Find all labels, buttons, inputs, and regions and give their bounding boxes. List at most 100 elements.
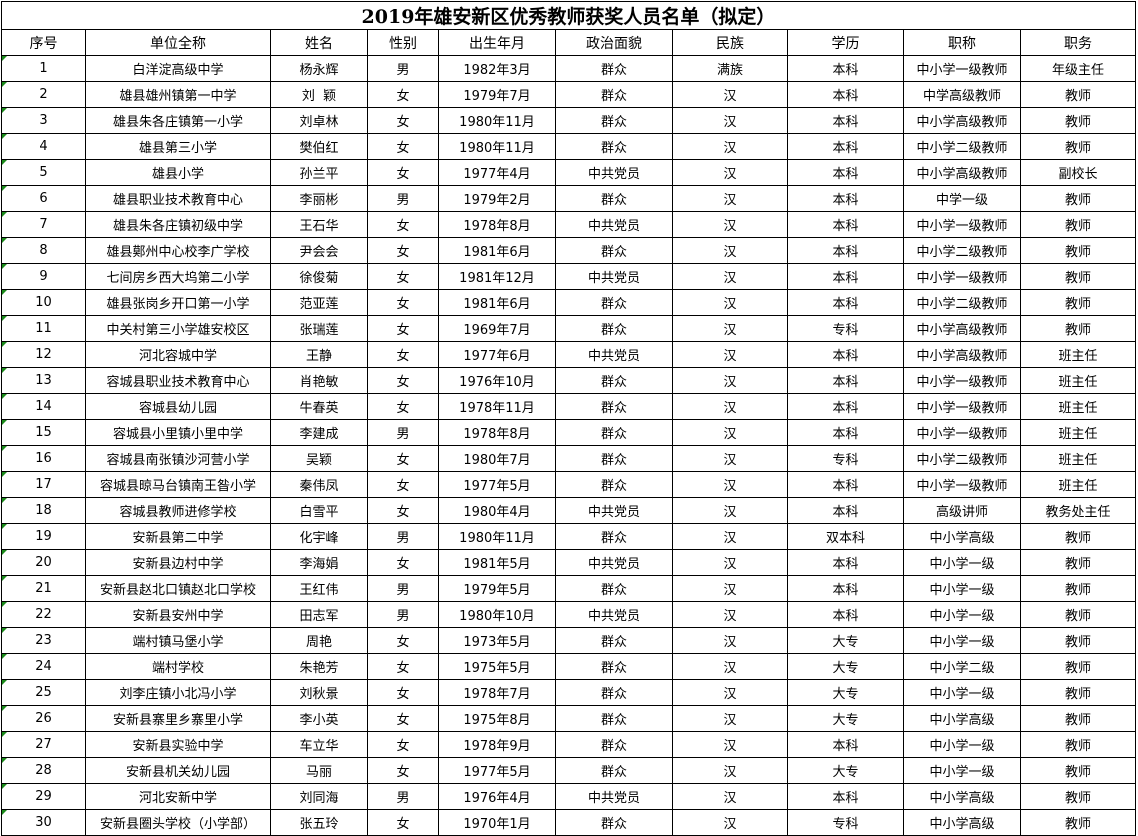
cell-ethnicity[interactable]: 汉 <box>672 81 788 108</box>
cell-gender[interactable]: 女 <box>367 445 439 472</box>
cell-seq[interactable]: 19 <box>1 523 86 550</box>
cell-political[interactable]: 群众 <box>555 55 673 82</box>
cell-name[interactable]: 王石华 <box>270 211 368 238</box>
cell-birth[interactable]: 1978年8月 <box>438 419 556 446</box>
cell-education[interactable]: 本科 <box>787 159 904 186</box>
cell-birth[interactable]: 1977年5月 <box>438 757 556 784</box>
cell-name[interactable]: 王红伟 <box>270 575 368 602</box>
cell-birth[interactable]: 1980年4月 <box>438 497 556 524</box>
cell-position[interactable]: 年级主任 <box>1020 55 1136 82</box>
cell-political[interactable]: 群众 <box>555 575 673 602</box>
cell-title[interactable]: 中小学一级教师 <box>903 263 1021 290</box>
cell-name[interactable]: 吴颖 <box>270 445 368 472</box>
cell-ethnicity[interactable]: 汉 <box>672 731 788 758</box>
cell-gender[interactable]: 女 <box>367 237 439 264</box>
cell-seq[interactable]: 23 <box>1 627 86 654</box>
cell-name[interactable]: 李小英 <box>270 705 368 732</box>
cell-position[interactable]: 教师 <box>1020 315 1136 342</box>
cell-unit[interactable]: 容城县教师进修学校 <box>85 497 271 524</box>
cell-title[interactable]: 中小学一级 <box>903 757 1021 784</box>
cell-seq[interactable]: 3 <box>1 107 86 134</box>
cell-seq[interactable]: 25 <box>1 679 86 706</box>
cell-title[interactable]: 中小学一级教师 <box>903 55 1021 82</box>
cell-unit[interactable]: 雄县鄚州中心校李广学校 <box>85 237 271 264</box>
cell-education[interactable]: 本科 <box>787 107 904 134</box>
cell-title[interactable]: 中小学高级 <box>903 809 1021 836</box>
cell-title[interactable]: 中小学二级教师 <box>903 237 1021 264</box>
cell-title[interactable]: 中小学一级教师 <box>903 471 1021 498</box>
cell-political[interactable]: 群众 <box>555 133 673 160</box>
cell-position[interactable]: 教师 <box>1020 185 1136 212</box>
cell-title[interactable]: 中学高级教师 <box>903 81 1021 108</box>
cell-ethnicity[interactable]: 满族 <box>672 55 788 82</box>
cell-birth[interactable]: 1978年7月 <box>438 679 556 706</box>
cell-gender[interactable]: 女 <box>367 289 439 316</box>
cell-ethnicity[interactable]: 汉 <box>672 523 788 550</box>
cell-ethnicity[interactable]: 汉 <box>672 107 788 134</box>
cell-education[interactable]: 本科 <box>787 419 904 446</box>
cell-education[interactable]: 本科 <box>787 341 904 368</box>
cell-seq[interactable]: 30 <box>1 809 86 836</box>
cell-unit[interactable]: 端村镇马堡小学 <box>85 627 271 654</box>
cell-title[interactable]: 中小学一级教师 <box>903 367 1021 394</box>
cell-political[interactable]: 群众 <box>555 393 673 420</box>
cell-ethnicity[interactable]: 汉 <box>672 575 788 602</box>
cell-position[interactable]: 教师 <box>1020 653 1136 680</box>
cell-position[interactable]: 班主任 <box>1020 393 1136 420</box>
cell-birth[interactable]: 1969年7月 <box>438 315 556 342</box>
cell-gender[interactable]: 女 <box>367 341 439 368</box>
cell-name[interactable]: 李建成 <box>270 419 368 446</box>
cell-education[interactable]: 本科 <box>787 471 904 498</box>
cell-political[interactable]: 群众 <box>555 653 673 680</box>
cell-ethnicity[interactable]: 汉 <box>672 757 788 784</box>
cell-education[interactable]: 大专 <box>787 627 904 654</box>
cell-name[interactable]: 秦伟凤 <box>270 471 368 498</box>
cell-gender[interactable]: 女 <box>367 367 439 394</box>
cell-name[interactable]: 朱艳芳 <box>270 653 368 680</box>
header-education[interactable]: 学历 <box>787 29 904 56</box>
cell-birth[interactable]: 1980年11月 <box>438 523 556 550</box>
cell-position[interactable]: 教师 <box>1020 523 1136 550</box>
cell-unit[interactable]: 安新县圈头学校（小学部） <box>85 809 271 836</box>
cell-seq[interactable]: 1 <box>1 55 86 82</box>
cell-seq[interactable]: 9 <box>1 263 86 290</box>
cell-seq[interactable]: 18 <box>1 497 86 524</box>
cell-education[interactable]: 本科 <box>787 783 904 810</box>
cell-ethnicity[interactable]: 汉 <box>672 471 788 498</box>
cell-name[interactable]: 白雪平 <box>270 497 368 524</box>
cell-ethnicity[interactable]: 汉 <box>672 263 788 290</box>
cell-political[interactable]: 群众 <box>555 809 673 836</box>
cell-ethnicity[interactable]: 汉 <box>672 627 788 654</box>
cell-unit[interactable]: 容城县职业技术教育中心 <box>85 367 271 394</box>
cell-name[interactable]: 李海娟 <box>270 549 368 576</box>
cell-seq[interactable]: 10 <box>1 289 86 316</box>
cell-birth[interactable]: 1975年5月 <box>438 653 556 680</box>
cell-seq[interactable]: 26 <box>1 705 86 732</box>
cell-unit[interactable]: 容城县幼儿园 <box>85 393 271 420</box>
cell-seq[interactable]: 20 <box>1 549 86 576</box>
cell-name[interactable]: 田志军 <box>270 601 368 628</box>
cell-title[interactable]: 中小学高级 <box>903 523 1021 550</box>
cell-birth[interactable]: 1980年11月 <box>438 133 556 160</box>
cell-birth[interactable]: 1979年5月 <box>438 575 556 602</box>
cell-position[interactable]: 教师 <box>1020 627 1136 654</box>
cell-unit[interactable]: 安新县安州中学 <box>85 601 271 628</box>
cell-position[interactable]: 教师 <box>1020 133 1136 160</box>
cell-title[interactable]: 中小学一级 <box>903 549 1021 576</box>
cell-name[interactable]: 牛春英 <box>270 393 368 420</box>
header-ethnicity[interactable]: 民族 <box>672 29 788 56</box>
header-birth[interactable]: 出生年月 <box>438 29 556 56</box>
cell-education[interactable]: 专科 <box>787 809 904 836</box>
cell-gender[interactable]: 女 <box>367 757 439 784</box>
cell-birth[interactable]: 1976年4月 <box>438 783 556 810</box>
cell-birth[interactable]: 1979年2月 <box>438 185 556 212</box>
cell-position[interactable]: 教师 <box>1020 107 1136 134</box>
cell-seq[interactable]: 14 <box>1 393 86 420</box>
cell-title[interactable]: 中小学一级 <box>903 679 1021 706</box>
cell-political[interactable]: 群众 <box>555 445 673 472</box>
cell-birth[interactable]: 1973年5月 <box>438 627 556 654</box>
cell-political[interactable]: 群众 <box>555 705 673 732</box>
cell-position[interactable]: 教师 <box>1020 549 1136 576</box>
cell-political[interactable]: 群众 <box>555 315 673 342</box>
cell-position[interactable]: 班主任 <box>1020 367 1136 394</box>
